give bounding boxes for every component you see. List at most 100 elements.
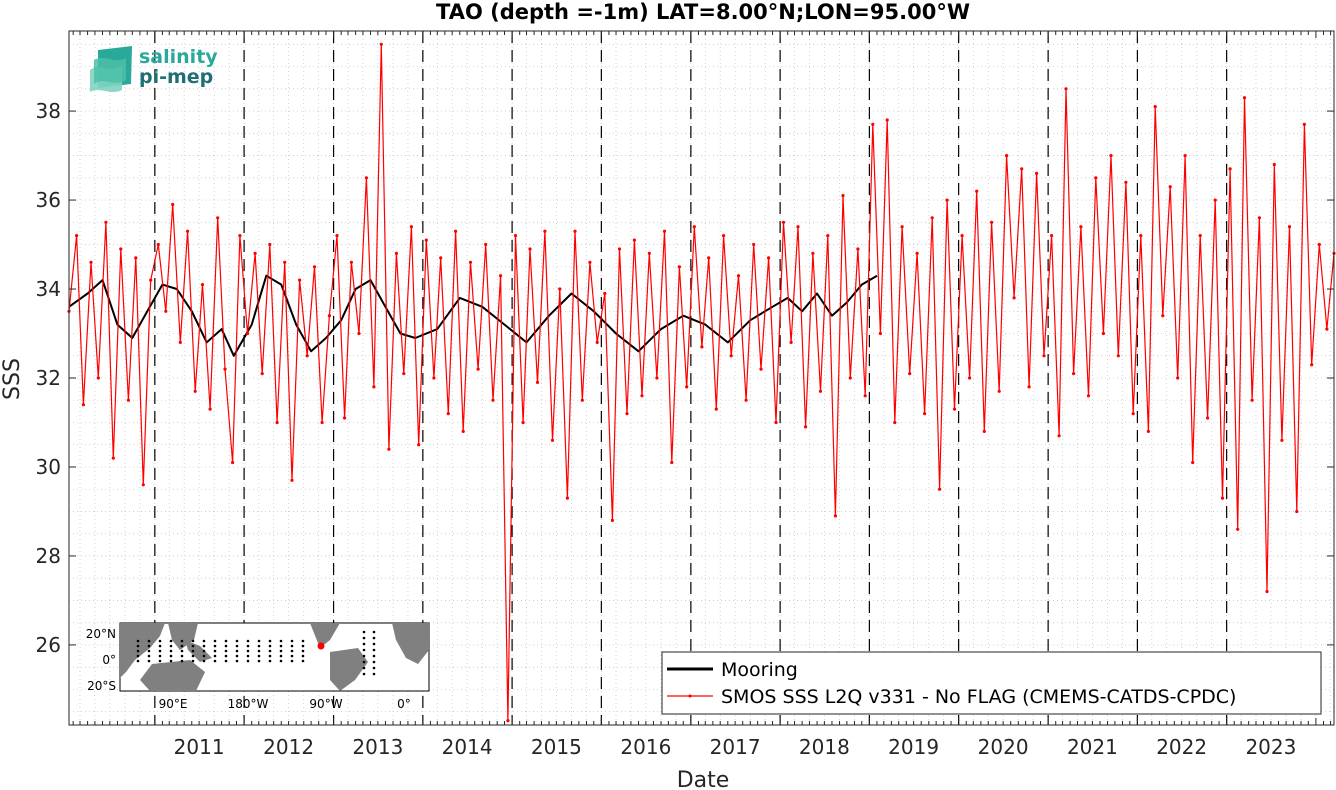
mooring-marker <box>235 644 239 648</box>
y-axis-label: SSS <box>0 358 25 400</box>
data-point-smos <box>1109 154 1113 158</box>
logo-line2: pi-mep <box>139 66 213 88</box>
data-point-smos <box>595 340 599 344</box>
data-point-smos <box>722 234 726 238</box>
data-point-smos <box>655 376 659 380</box>
x-tick-label: 2016 <box>620 735 671 759</box>
data-point-smos <box>990 220 994 224</box>
data-point-smos <box>1250 398 1254 402</box>
data-point-smos <box>111 456 115 460</box>
data-point-smos <box>1139 234 1143 238</box>
data-point-smos <box>617 247 622 251</box>
data-point-smos <box>327 314 331 318</box>
data-point-smos <box>149 278 153 282</box>
data-point-smos <box>134 256 138 260</box>
data-point-smos <box>863 394 867 398</box>
data-point-smos <box>528 247 532 251</box>
x-tick-label: 2012 <box>263 735 314 759</box>
data-point-smos <box>781 220 786 224</box>
data-point-smos <box>975 189 979 193</box>
data-point-smos <box>833 514 838 518</box>
mooring-marker <box>180 644 184 648</box>
data-point-smos <box>305 354 309 358</box>
data-point-smos <box>186 229 190 233</box>
data-point-smos <box>826 234 830 238</box>
data-point-smos <box>982 429 986 433</box>
data-point-smos <box>513 234 518 238</box>
data-point-smos <box>610 518 615 523</box>
data-point-smos <box>856 247 860 251</box>
mooring-marker <box>301 639 305 643</box>
data-point-smos <box>81 403 85 407</box>
data-point-smos <box>1295 509 1299 514</box>
mooring-marker <box>268 659 272 663</box>
mooring-marker <box>235 649 239 653</box>
inset-lon-label: 90°E <box>159 697 188 711</box>
mooring-marker <box>180 659 184 663</box>
data-point-smos <box>1072 372 1076 376</box>
mooring-marker <box>158 639 162 643</box>
mooring-marker <box>290 649 294 653</box>
mooring-marker <box>301 644 305 648</box>
data-point-smos <box>685 385 689 389</box>
data-point-smos <box>260 372 264 376</box>
data-point-smos <box>372 385 376 389</box>
data-point-smos <box>283 260 287 264</box>
data-point-smos <box>796 225 800 229</box>
data-point-smos <box>1220 496 1225 500</box>
data-point-smos <box>1213 198 1217 202</box>
selected-mooring-marker <box>317 642 325 650</box>
data-point-smos <box>402 372 406 376</box>
mooring-marker <box>362 672 366 676</box>
data-point-smos <box>1280 438 1284 442</box>
mooring-marker <box>180 639 184 643</box>
data-point-smos <box>216 216 220 220</box>
mooring-marker <box>136 654 140 658</box>
data-point-smos <box>476 367 480 371</box>
data-point-smos <box>238 234 242 238</box>
mooring-marker <box>136 644 140 648</box>
data-point-smos <box>818 389 823 393</box>
data-point-smos <box>89 260 93 264</box>
data-point-smos <box>446 412 450 416</box>
data-point-smos <box>603 291 607 296</box>
data-point-smos <box>997 389 1001 393</box>
mooring-marker <box>202 659 206 663</box>
logo-line1: salinity <box>139 46 218 68</box>
data-point-smos <box>952 407 957 411</box>
mooring-marker <box>202 649 206 653</box>
data-point-smos <box>394 251 398 255</box>
x-tick-label: 2018 <box>799 735 850 759</box>
mooring-marker <box>372 672 376 676</box>
data-point-smos <box>468 260 473 264</box>
wave-logo-icon <box>90 46 132 92</box>
inset-lat-label: 20°N <box>86 627 116 641</box>
legend-label-mooring: Mooring <box>721 659 798 681</box>
inset-lon-label: 0° <box>397 697 411 711</box>
inset-lat-labels: 20°N 0° 20°S <box>86 627 116 693</box>
salinity-pi-mep-logo: salinity pi-mep <box>90 46 218 92</box>
data-point-smos <box>1161 314 1165 318</box>
x-tick-label: 2019 <box>888 735 939 759</box>
data-point-smos <box>908 372 912 376</box>
mooring-marker <box>362 654 366 658</box>
data-point-smos <box>938 487 942 491</box>
y-tick-label: 32 <box>36 366 61 390</box>
x-tick-label: 2022 <box>1156 735 1207 759</box>
data-point-smos <box>804 425 808 429</box>
data-point-smos <box>759 367 763 371</box>
inset-lat-label: 20°S <box>87 679 116 693</box>
data-point-smos <box>1116 354 1120 358</box>
data-point-smos <box>432 376 436 380</box>
data-point-smos <box>1168 185 1172 189</box>
data-point-smos <box>1050 234 1054 238</box>
inset-lon-label: 90°W <box>309 697 342 711</box>
legend: Mooring SMOS SSS L2Q v331 - No FLAG (CME… <box>661 651 1322 715</box>
mooring-marker <box>301 659 305 663</box>
mooring-marker <box>224 644 228 648</box>
data-point-smos <box>439 256 443 260</box>
data-point-smos <box>417 443 421 447</box>
data-point-smos <box>1206 416 1210 420</box>
data-point-smos <box>141 483 145 487</box>
